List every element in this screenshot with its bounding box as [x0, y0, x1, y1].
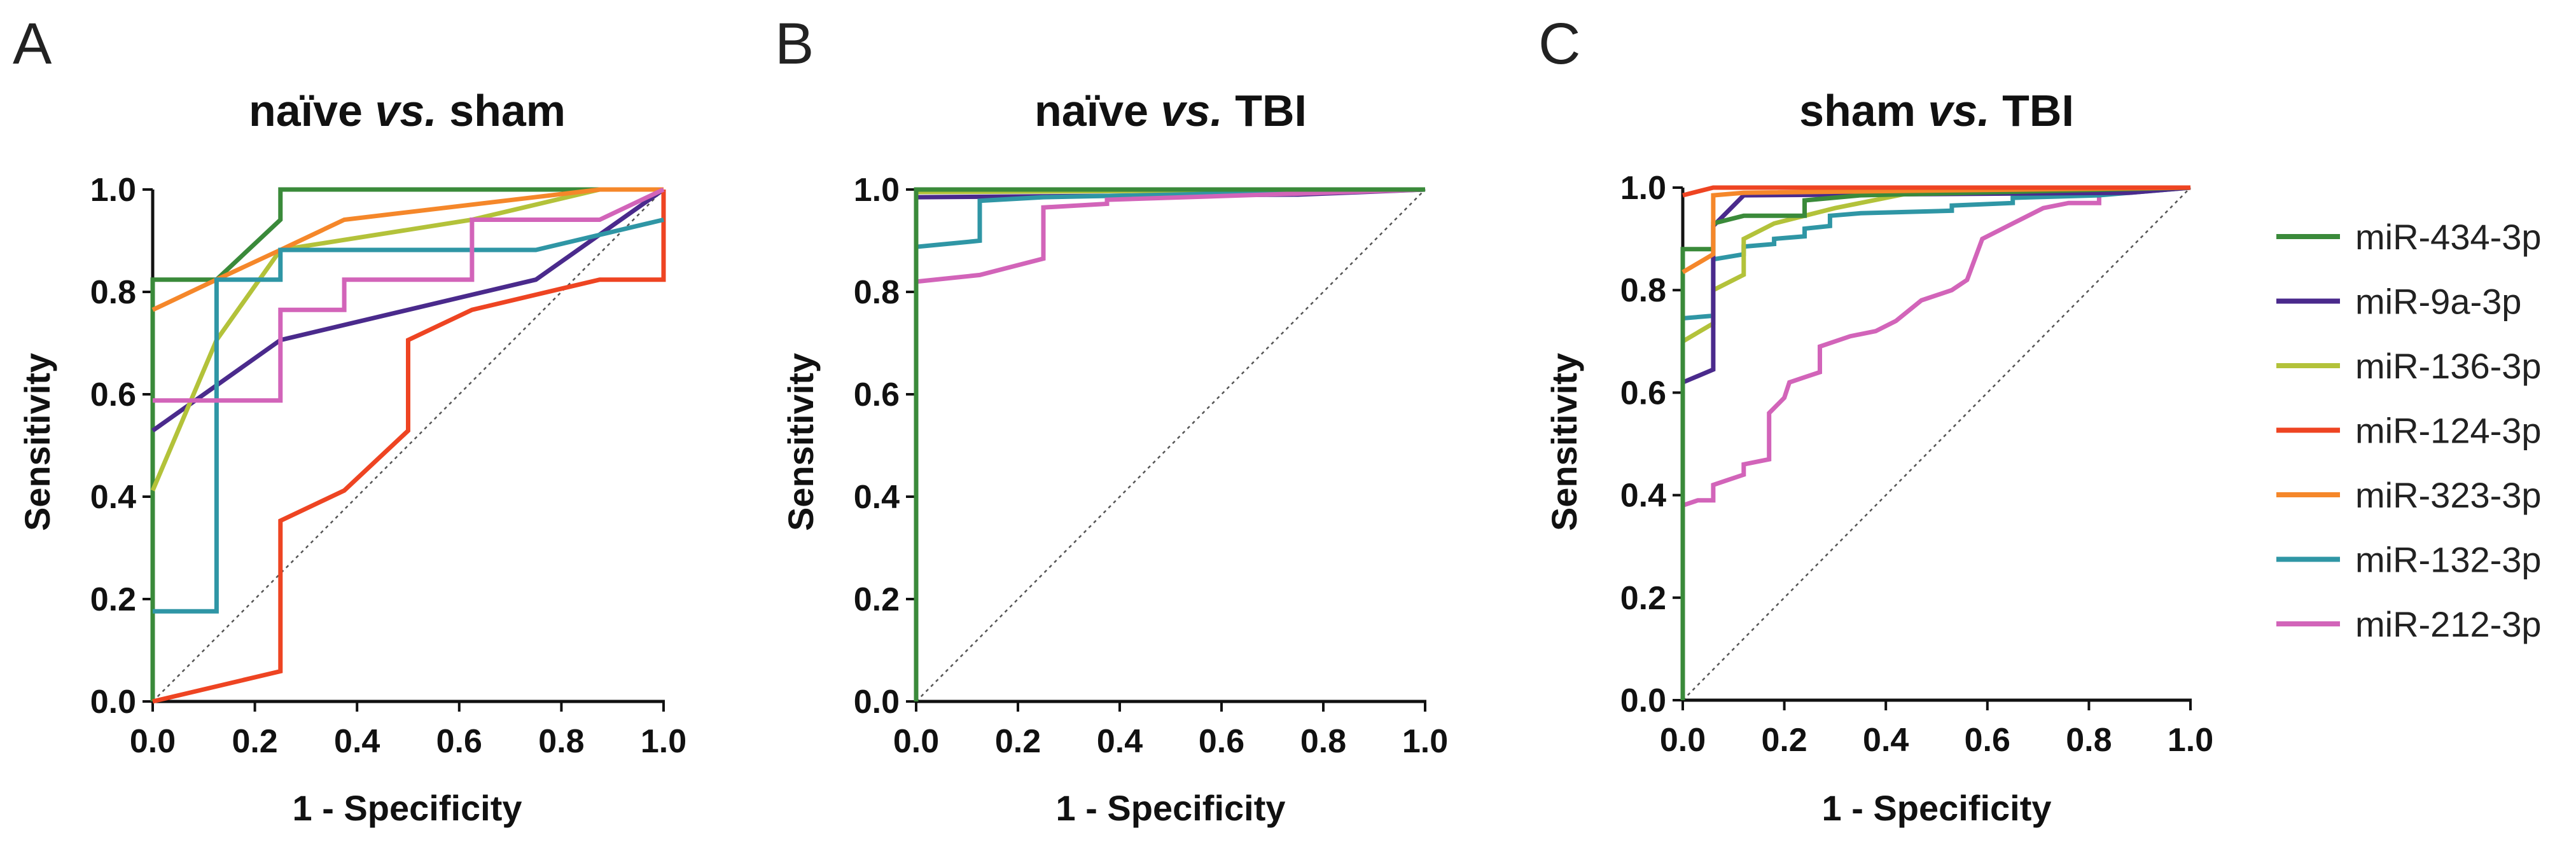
panel-b-x-tick-label: 0.8 [1300, 723, 1346, 760]
panel-a-x-tick-label: 0.8 [538, 723, 584, 760]
panel-a-x-tick-label: 1.0 [641, 723, 686, 760]
panel-c-series-mir-323-3p [1681, 185, 2191, 275]
panel-a-y-tick-label: 1.0 [90, 172, 136, 209]
panel-c-series-mir-124-3p [1682, 185, 2190, 198]
panel-a-xlabel: 1 - Specificity [292, 788, 522, 828]
panel-b-series-mir-212-3p [916, 187, 1426, 284]
panel-a-y-tick-label: 0.8 [90, 274, 136, 311]
panel-a-y-tick-label: 0.0 [90, 684, 136, 721]
legend: miR-434-3p miR-9a-3p miR-136-3p miR-124-3p m… [2276, 217, 2542, 644]
panel-a-series-mir-434-3p [150, 187, 664, 701]
panel-b-y-tick-label: 0.4 [854, 479, 900, 516]
legend-label-mir-132-3p: miR-132-3p [2355, 540, 2542, 580]
panel-c-series-mir-434-3p [1680, 185, 2191, 700]
panel-c-ylabel: Sensitivity [1544, 353, 1584, 531]
panel-c-y-tick-label: 0.0 [1620, 682, 1666, 719]
panel-b-y-tick-label: 0.0 [854, 684, 900, 721]
panel-c-y-tick-label: 1.0 [1620, 170, 1666, 207]
panel-c: C sham vs. TBI 1 - Specificity Sensitivi… [1538, 11, 2213, 828]
panel-a-label: A [13, 11, 52, 76]
panel-b-x-tick-label: 0.6 [1199, 723, 1244, 760]
panel-b-x-tick-label: 1.0 [1402, 723, 1448, 760]
panel-a-ylabel: Sensitivity [17, 353, 57, 531]
panel-b-y-tick-label: 0.6 [854, 376, 900, 413]
panel-b-title: naïve vs. TBI [1034, 86, 1307, 135]
panel-a-y-tick-label: 0.4 [90, 479, 136, 516]
panel-a-y-tick-label: 0.6 [90, 376, 136, 413]
panel-b-ylabel: Sensitivity [781, 353, 821, 531]
panel-a-series-mir-212-3p [153, 187, 665, 403]
panel-c-x-tick-label: 0.4 [1863, 722, 1909, 759]
panel-b-series-mir-132-3p [916, 187, 1426, 249]
panel-a-x-tick-label: 0.0 [130, 723, 176, 760]
panel-c-xlabel: 1 - Specificity [1821, 788, 2051, 828]
panel-c-label: C [1538, 11, 1580, 76]
panel-b-diagonal [916, 189, 1426, 702]
panel-c-diagonal [1682, 187, 2191, 701]
panel-a: A naïve vs. sham 1 - Specificity Sensiti… [13, 11, 686, 828]
panel-b-y-tick-label: 0.8 [854, 274, 900, 311]
panel-c-x-tick-label: 1.0 [2168, 722, 2213, 759]
panel-c-series-mir-212-3p [1681, 185, 2191, 508]
panel-b-x-tick-label: 0.0 [893, 723, 939, 760]
panel-c-title: sham vs. TBI [1799, 86, 2074, 135]
legend-label-mir-212-3p: miR-212-3p [2355, 604, 2542, 644]
legend-label-mir-136-3p: miR-136-3p [2355, 346, 2542, 386]
panel-c-y-tick-label: 0.8 [1620, 272, 1666, 309]
panel-b-x-tick-label: 0.2 [995, 723, 1041, 760]
legend-label-mir-434-3p: miR-434-3p [2355, 217, 2542, 257]
panel-a-x-tick-label: 0.4 [334, 723, 380, 760]
legend-label-mir-9a-3p: miR-9a-3p [2355, 282, 2521, 322]
panel-a-x-tick-label: 0.6 [436, 723, 482, 760]
panel-a-diagonal [152, 189, 664, 702]
panel-a-x-tick-label: 0.2 [232, 723, 277, 760]
panel-c-series-mir-132-3p [1682, 185, 2191, 321]
panel-c-x-tick-label: 0.6 [1965, 722, 2010, 759]
panel-a-series-mir-124-3p [152, 190, 666, 704]
panel-c-series-mir-9a-3p [1681, 185, 2191, 385]
panel-b-y-tick-label: 0.2 [854, 581, 900, 618]
panel-b-x-tick-label: 0.4 [1097, 723, 1143, 760]
panel-b-label: B [775, 11, 814, 76]
legend-label-mir-124-3p: miR-124-3p [2355, 411, 2542, 451]
panel-a-title: naïve vs. sham [249, 86, 566, 135]
panel-a-y-tick-label: 0.2 [90, 581, 136, 618]
panel-c-y-tick-label: 0.6 [1620, 375, 1666, 411]
panel-b: B naïve vs. TBI 1 - Specificity Sensitiv… [775, 11, 1448, 828]
panel-c-y-tick-label: 0.4 [1620, 478, 1666, 514]
panel-c-x-tick-label: 0.8 [2066, 722, 2112, 759]
panel-b-series-mir-434-3p [914, 187, 1425, 701]
panel-b-y-tick-label: 1.0 [854, 172, 900, 209]
panel-c-x-tick-label: 0.2 [1761, 722, 1807, 759]
panel-a-series-mir-323-3p [151, 187, 664, 312]
panel-a-series-mir-132-3p [153, 217, 664, 614]
legend-label-mir-323-3p: miR-323-3p [2355, 475, 2542, 515]
panel-c-y-tick-label: 0.2 [1620, 580, 1666, 617]
panel-b-xlabel: 1 - Specificity [1055, 788, 1285, 828]
panel-c-x-tick-label: 0.0 [1660, 722, 1706, 759]
